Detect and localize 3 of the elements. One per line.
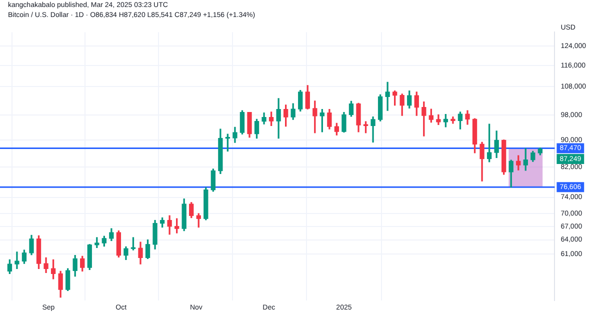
candlestick (385, 82, 390, 111)
candlestick (450, 116, 456, 124)
candlestick (14, 252, 20, 269)
